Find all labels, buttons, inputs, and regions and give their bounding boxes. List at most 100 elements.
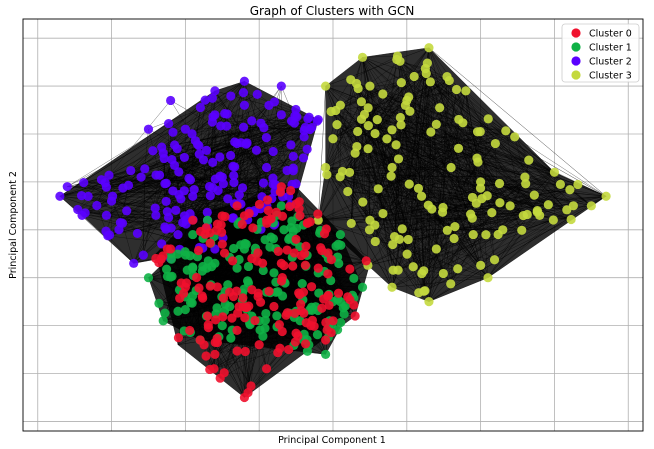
data-point: [150, 203, 160, 213]
data-point: [350, 311, 360, 321]
data-point: [212, 219, 223, 229]
data-point: [234, 302, 244, 312]
data-point: [586, 201, 596, 211]
data-point: [210, 349, 220, 359]
plot-frame: [22, 18, 644, 432]
data-point: [187, 298, 197, 308]
data-point: [345, 264, 355, 274]
data-point: [321, 317, 331, 328]
data-point: [404, 179, 414, 189]
data-point: [260, 323, 270, 333]
data-point: [232, 263, 242, 273]
data-point: [265, 242, 275, 252]
data-point: [255, 297, 266, 307]
data-point: [208, 157, 218, 168]
data-point: [601, 191, 611, 201]
data-point: [240, 238, 250, 249]
data-point: [188, 262, 198, 272]
points-cluster-3: [313, 43, 611, 307]
data-point: [363, 144, 373, 154]
data-point: [62, 182, 72, 192]
data-point: [179, 186, 189, 196]
data-point: [339, 309, 349, 319]
data-point: [187, 129, 197, 139]
data-point: [373, 184, 383, 194]
data-point: [228, 256, 238, 266]
data-point: [166, 254, 177, 264]
data-point: [188, 229, 198, 240]
data-point: [453, 143, 464, 153]
data-point: [435, 103, 445, 113]
data-point: [229, 178, 239, 188]
data-point: [264, 286, 274, 296]
edge-mass-cluster-2: [59, 81, 319, 264]
data-point: [417, 268, 427, 279]
data-point: [438, 268, 448, 279]
data-point: [300, 260, 310, 270]
data-point: [409, 71, 419, 82]
data-point: [291, 234, 301, 244]
data-point: [446, 279, 456, 289]
scatter-points: [55, 43, 611, 403]
data-point: [210, 174, 221, 184]
data-point: [413, 183, 424, 193]
data-point: [424, 43, 434, 53]
data-point: [510, 132, 520, 142]
data-point: [277, 273, 287, 283]
data-point: [205, 238, 215, 248]
data-point: [288, 261, 298, 271]
data-point: [378, 89, 388, 99]
data-point: [322, 170, 332, 180]
data-point: [391, 140, 401, 150]
data-point: [370, 220, 380, 230]
data-point: [473, 157, 483, 167]
data-point: [154, 298, 164, 308]
data-point: [193, 139, 203, 150]
data-point: [573, 179, 583, 190]
data-point: [258, 178, 269, 188]
data-point: [336, 317, 346, 328]
data-point: [393, 154, 404, 164]
data-point: [358, 197, 368, 207]
data-point: [101, 182, 112, 192]
data-point: [96, 175, 107, 185]
data-point: [162, 207, 172, 217]
graph-edge: [317, 86, 326, 221]
data-point: [122, 206, 132, 216]
data-point: [207, 262, 217, 272]
data-point: [276, 201, 286, 211]
data-point: [301, 339, 311, 349]
data-point: [370, 128, 380, 139]
data-point: [243, 261, 254, 272]
data-point: [188, 215, 198, 225]
data-point: [382, 134, 392, 144]
data-point: [397, 224, 407, 234]
data-point: [239, 76, 250, 86]
data-point: [180, 304, 190, 315]
edge-mass-cluster-3: [318, 47, 607, 302]
data-point: [173, 229, 183, 240]
data-point: [252, 89, 262, 99]
data-point: [208, 183, 218, 193]
data-point: [285, 201, 295, 212]
data-point: [209, 364, 219, 374]
data-point: [219, 248, 230, 258]
data-point: [254, 199, 265, 209]
data-point: [136, 172, 146, 182]
data-point: [353, 126, 363, 137]
data-point: [169, 140, 180, 150]
data-point: [451, 84, 462, 95]
legend: Cluster 0 Cluster 1 Cluster 2 Cluster 3: [561, 23, 640, 83]
data-point: [517, 225, 527, 235]
data-point: [238, 122, 249, 132]
data-point: [487, 208, 497, 218]
data-point: [323, 290, 333, 301]
data-point: [185, 325, 195, 336]
data-point: [159, 153, 169, 164]
data-point: [288, 163, 298, 173]
data-point: [228, 213, 238, 223]
data-point: [321, 349, 331, 359]
data-point: [223, 194, 233, 204]
data-point: [357, 282, 368, 292]
